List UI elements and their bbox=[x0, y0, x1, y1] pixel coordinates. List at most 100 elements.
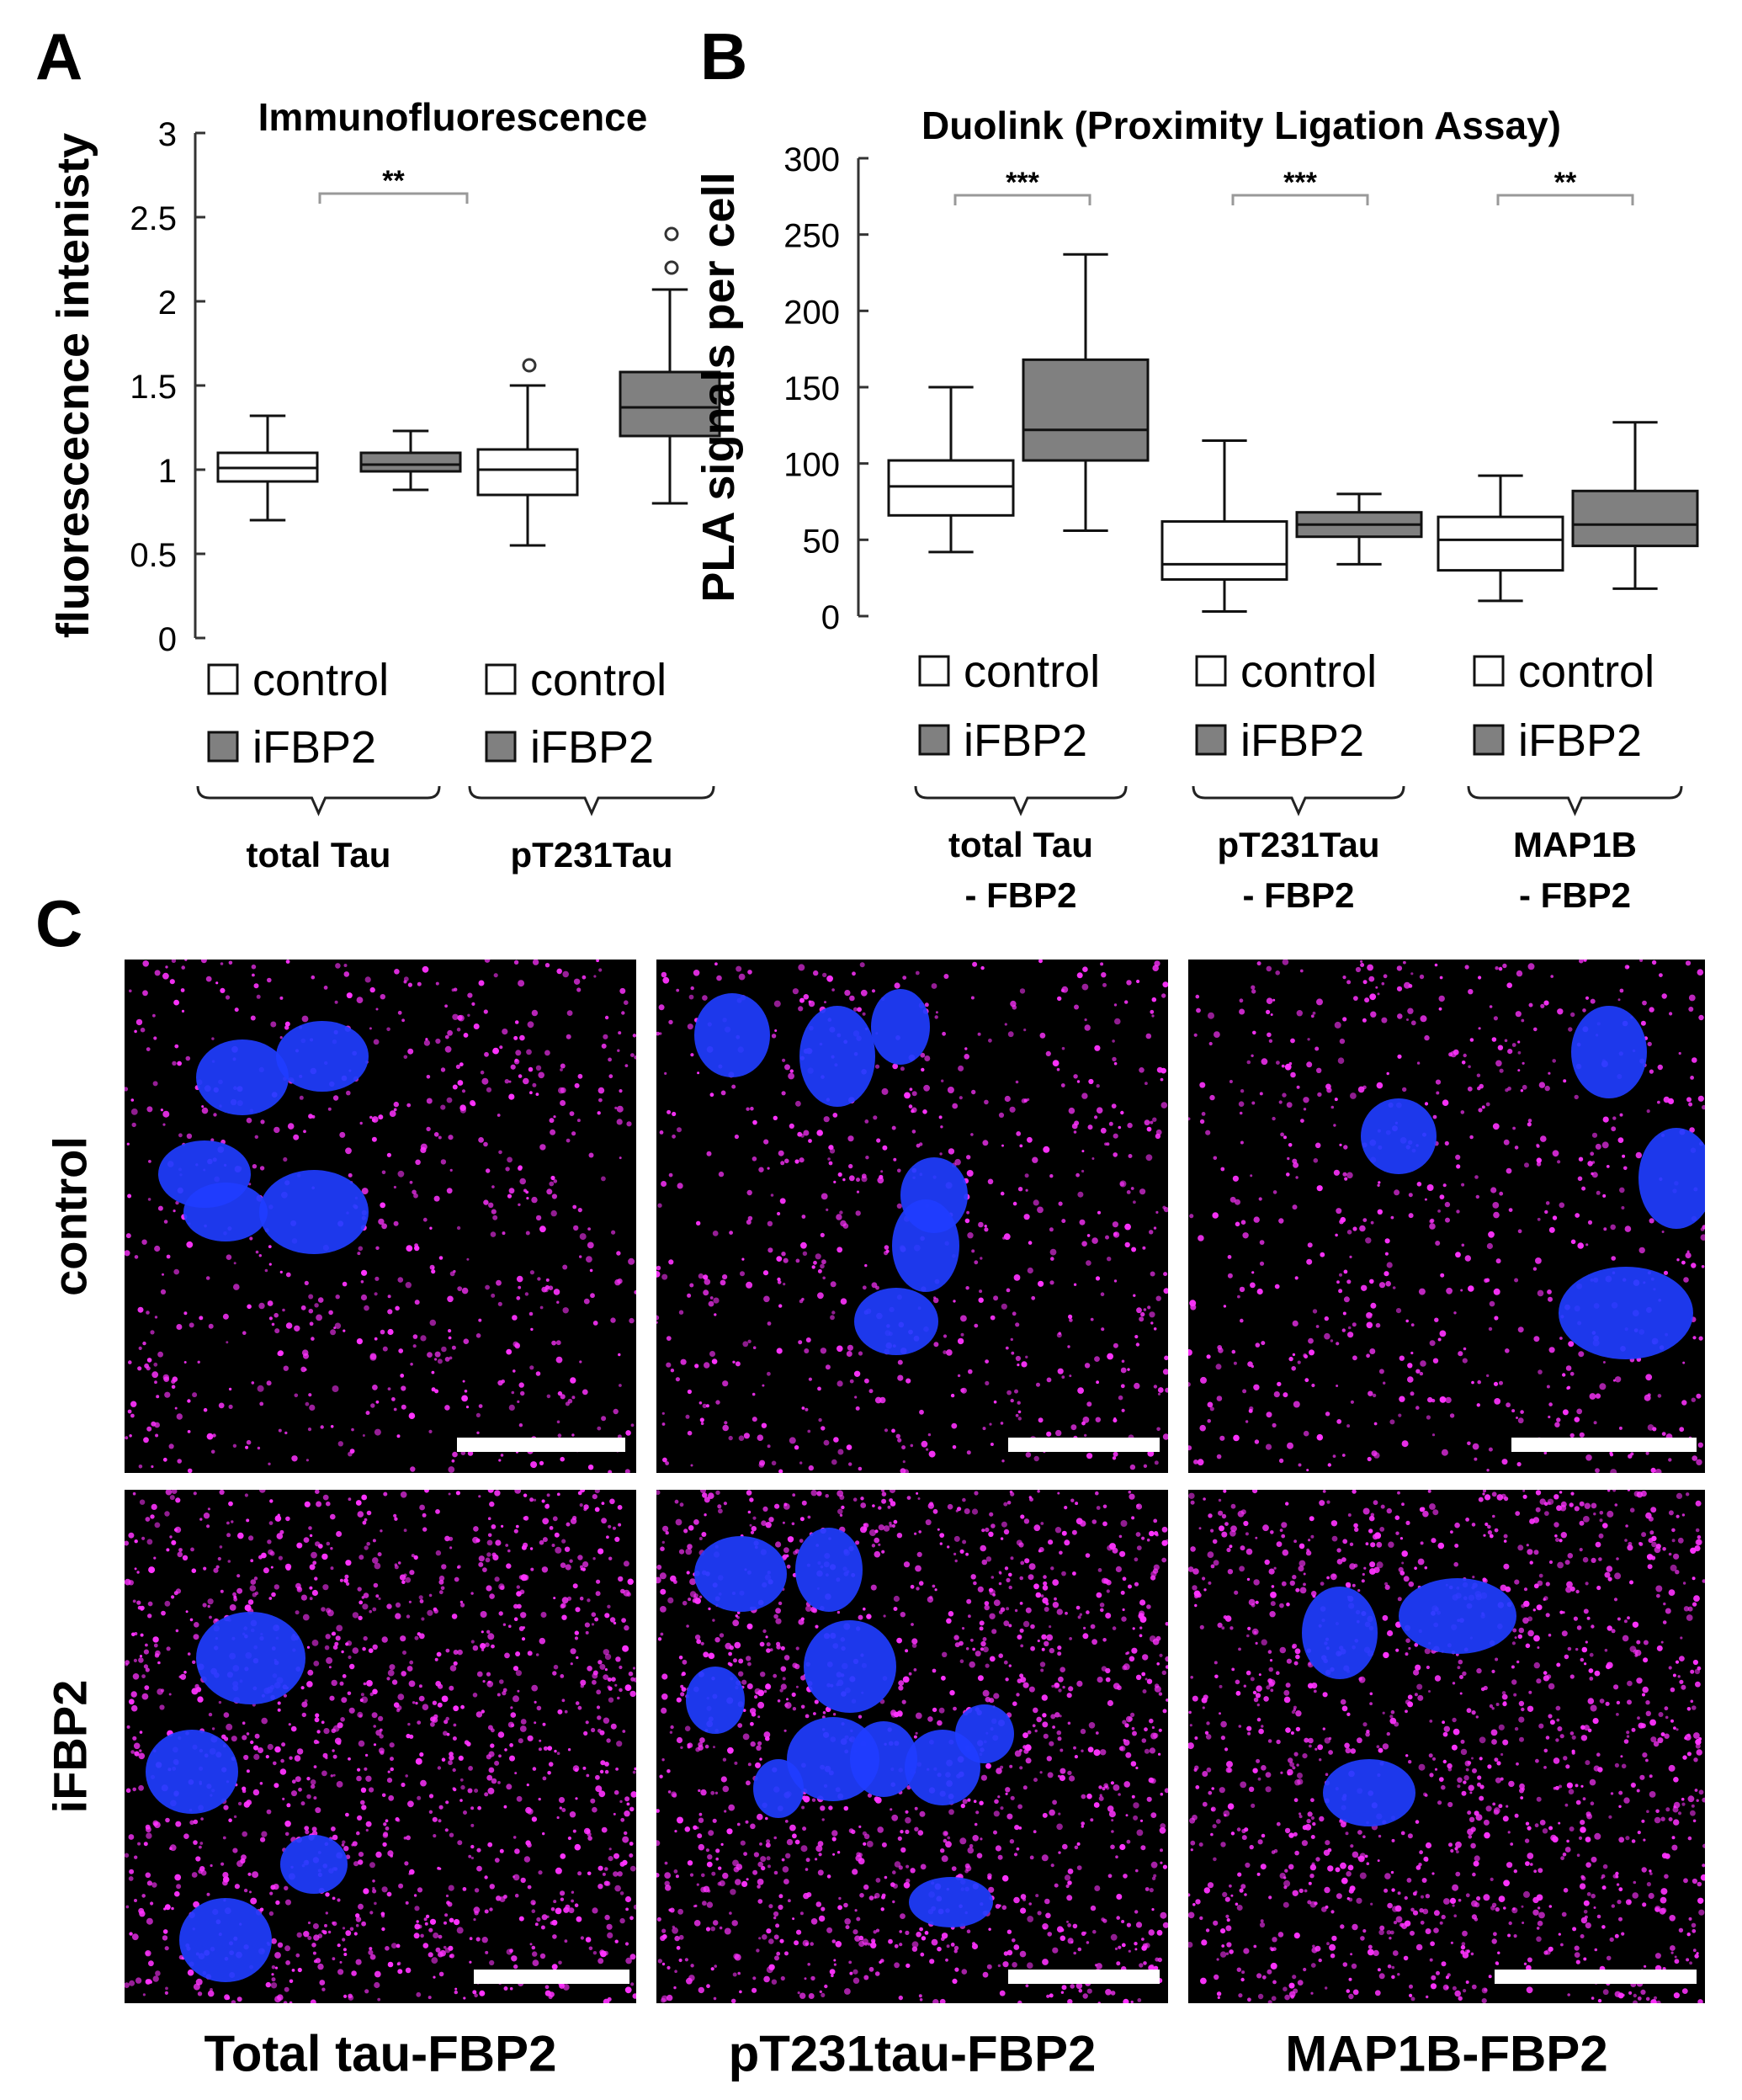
legend-swatch-iFBP2 bbox=[1473, 724, 1505, 756]
panel-letter-a: A bbox=[35, 19, 83, 93]
scale-bar bbox=[1008, 1438, 1160, 1452]
significance-bracket bbox=[318, 192, 469, 204]
y-tick-label: 0 bbox=[158, 621, 177, 658]
legend-label: control bbox=[252, 655, 389, 705]
group-brace bbox=[914, 785, 1128, 816]
column-label-pt231tau: pT231tau-FBP2 bbox=[728, 2025, 1097, 2082]
group-label-line: - FBP2 bbox=[1519, 875, 1631, 915]
legend-swatch-iFBP2 bbox=[918, 724, 950, 756]
group-brace bbox=[1467, 785, 1683, 816]
chart-b-boxplot: Duolink (Proximity Ligation Assay) PLA si… bbox=[693, 104, 1699, 915]
row-label-control: control bbox=[43, 1136, 97, 1296]
legend-label: control bbox=[964, 646, 1100, 697]
group-label-line: total Tau bbox=[948, 825, 1093, 864]
significance-label: ** bbox=[1554, 167, 1577, 199]
nuclei bbox=[694, 989, 968, 1355]
micrograph-control-total-tau bbox=[125, 960, 636, 1473]
panel-letter-b: B bbox=[700, 19, 748, 93]
box-iFBP2 bbox=[1571, 421, 1699, 590]
legend-swatch-control bbox=[485, 663, 517, 695]
y-tick-label: 250 bbox=[783, 218, 840, 255]
pla-signal-dots bbox=[1188, 960, 1705, 1473]
significance-bracket bbox=[953, 194, 1091, 205]
y-axis-label: fluorescecnce intenisty bbox=[48, 133, 98, 638]
box-iFBP2 bbox=[1295, 492, 1423, 566]
pla-signal-dots bbox=[125, 1490, 636, 2003]
legend-swatch-iFBP2 bbox=[207, 731, 239, 763]
group-brace bbox=[468, 785, 715, 816]
group-label: pT231Tau bbox=[511, 835, 673, 875]
scale-bar bbox=[474, 1970, 629, 1984]
outlier-point bbox=[664, 260, 679, 275]
legend-label: control bbox=[1240, 646, 1377, 697]
legend-label: control bbox=[530, 655, 667, 705]
legend-label: iFBP2 bbox=[530, 722, 654, 773]
chart-title: Immunofluorescence bbox=[258, 95, 648, 139]
box-iqr bbox=[1437, 515, 1564, 572]
column-label-map1b: MAP1B-FBP2 bbox=[1285, 2025, 1608, 2082]
outlier-point bbox=[522, 358, 537, 373]
box-iqr bbox=[619, 370, 721, 438]
group-brace bbox=[1192, 785, 1405, 816]
y-tick-label: 300 bbox=[783, 141, 840, 178]
y-tick-label: 0 bbox=[821, 599, 840, 636]
legend-swatch-control bbox=[207, 663, 239, 695]
legend-label: iFBP2 bbox=[1518, 715, 1642, 766]
box-control bbox=[1437, 474, 1564, 603]
box-iqr bbox=[476, 448, 579, 497]
nuclei bbox=[158, 1021, 369, 1254]
nuclei bbox=[1302, 1578, 1516, 1826]
nuclei bbox=[146, 1612, 348, 1982]
significance-label: *** bbox=[1283, 167, 1317, 199]
pla-signal-dots bbox=[1188, 1490, 1705, 2003]
legend-swatch-control bbox=[918, 655, 950, 687]
y-tick-label: 2 bbox=[158, 284, 177, 322]
group-label-line: - FBP2 bbox=[964, 875, 1076, 915]
scale-bar bbox=[1008, 1970, 1160, 1984]
micrograph-ifbp2-total-tau bbox=[125, 1490, 636, 2003]
nuclei bbox=[1361, 1006, 1705, 1359]
box-iFBP2 bbox=[1022, 253, 1150, 532]
column-label-total-tau: Total tau-FBP2 bbox=[204, 2025, 557, 2082]
y-tick-label: 0.5 bbox=[130, 537, 177, 574]
micrograph-ifbp2-map1b bbox=[1188, 1490, 1705, 2003]
y-tick-label: 200 bbox=[783, 294, 840, 331]
significance-label: ** bbox=[382, 165, 405, 197]
group-label-line: - FBP2 bbox=[1242, 875, 1354, 915]
box-iqr bbox=[1160, 520, 1288, 581]
micrograph-control-pt231tau bbox=[656, 960, 1168, 1473]
box-control bbox=[476, 358, 579, 547]
y-tick-label: 3 bbox=[158, 116, 177, 153]
y-tick-label: 150 bbox=[783, 370, 840, 407]
legend-label: iFBP2 bbox=[964, 715, 1087, 766]
box-control bbox=[1160, 439, 1288, 614]
row-label-ifbp2: iFBP2 bbox=[43, 1679, 97, 1814]
y-axis-label: PLA signals per cell bbox=[693, 172, 744, 602]
y-tick-label: 1.5 bbox=[130, 369, 177, 406]
y-tick-label: 1 bbox=[158, 453, 177, 490]
group-brace bbox=[196, 785, 441, 816]
box-iqr bbox=[1571, 489, 1699, 548]
legend-swatch-control bbox=[1195, 655, 1227, 687]
legend-label: iFBP2 bbox=[1240, 715, 1364, 766]
micrograph-control-map1b bbox=[1188, 960, 1705, 1473]
box-control bbox=[216, 414, 319, 522]
significance-bracket bbox=[1496, 194, 1634, 205]
group-label: total Tau bbox=[247, 835, 391, 875]
box-iqr bbox=[359, 451, 462, 473]
scale-bar bbox=[457, 1438, 625, 1452]
legend-swatch-iFBP2 bbox=[1195, 724, 1227, 756]
micrograph-ifbp2-pt231tau bbox=[656, 1490, 1168, 2003]
box-iFBP2 bbox=[619, 226, 721, 505]
chart-a-boxplot: Immunofluorescence fluorescecnce intenist… bbox=[48, 95, 721, 875]
outlier-point bbox=[664, 226, 679, 242]
legend-swatch-iFBP2 bbox=[485, 731, 517, 763]
box-iqr bbox=[1022, 358, 1150, 462]
legend-label: control bbox=[1518, 646, 1654, 697]
y-tick-label: 100 bbox=[783, 447, 840, 484]
significance-label: *** bbox=[1006, 167, 1039, 199]
y-tick-label: 2.5 bbox=[130, 200, 177, 237]
group-label-line: pT231Tau bbox=[1218, 825, 1380, 864]
significance-bracket bbox=[1231, 194, 1369, 205]
